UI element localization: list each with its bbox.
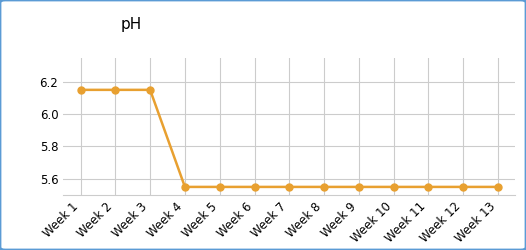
FancyBboxPatch shape bbox=[0, 3, 270, 47]
Text: pH: pH bbox=[121, 18, 142, 32]
